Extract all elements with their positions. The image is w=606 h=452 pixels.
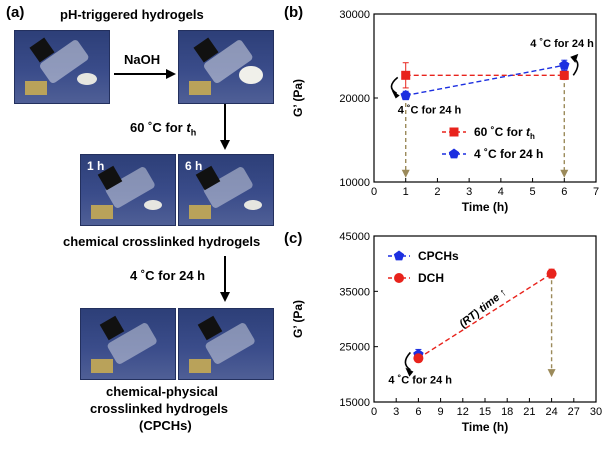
x-tick-label: 15 (479, 406, 491, 418)
chart-b: 0 1 2 3 4 5 6 7 10000 20000 30000 Time (h) G’ (Pa) 4 … (291, 9, 599, 214)
x-tick-label: 21 (523, 406, 535, 418)
vial-photo-1h: 1 h (80, 154, 176, 226)
caption-cpch-line1: chemical-physical (106, 384, 218, 399)
data-point (546, 268, 557, 279)
caption-cpch-line2: crosslinked hydrogels (90, 401, 228, 416)
x-tick-label: 9 (438, 406, 444, 418)
vial-photo-6h: 6 h (178, 154, 274, 226)
annotation-text: 4 ˚C for 24 h (398, 104, 462, 116)
x-tick-label: 12 (457, 406, 469, 418)
x-tick-label: 5 (530, 186, 536, 198)
vial-photo-naoh (178, 30, 274, 104)
data-point (413, 353, 424, 364)
guide-arrow-head (560, 169, 569, 178)
annotation-text: 4 ˚C for 24 h (388, 375, 452, 387)
step-heat-var: t (186, 120, 191, 135)
vial-photo-cool-1 (80, 308, 176, 380)
legend-label: 60 ˚C for th (474, 125, 535, 141)
panel-c-label: (c) (284, 230, 303, 247)
vial-drawing (189, 37, 263, 95)
series-line (405, 64, 565, 97)
annotation-text: 4 ˚C for 24 h (530, 38, 594, 50)
legend-marker (449, 127, 459, 137)
data-point (400, 90, 411, 100)
legend-marker (394, 273, 404, 283)
caption-cpch-line3: (CPCHs) (139, 418, 192, 433)
curved-arrow-icon (390, 76, 399, 95)
x-tick-label: 4 (498, 186, 504, 198)
y-tick-label: 25000 (339, 342, 370, 354)
arrow-down-icon (220, 256, 230, 302)
legend-label: DCH (418, 271, 444, 285)
step-heat-label: 60 ˚C for th (130, 120, 196, 138)
vial-drawing (189, 315, 255, 373)
x-axis-label: Time (h) (462, 420, 508, 434)
curved-arrow-icon-head (405, 367, 414, 377)
x-tick-label: 6 (415, 406, 421, 418)
x-tick-label: 7 (593, 186, 599, 198)
y-tick-label: 15000 (339, 397, 370, 409)
guide-arrow-head (401, 169, 410, 178)
data-point (559, 59, 570, 70)
curved-arrow-icon (404, 351, 411, 371)
vial-drawing (189, 165, 262, 219)
legend-label: 4 ˚C for 24 h (474, 147, 543, 161)
annotation-text: (RT) time ↑ (457, 286, 509, 330)
arrow-down-icon (220, 104, 230, 150)
x-tick-label: 0 (371, 406, 377, 418)
x-tick-label: 27 (568, 406, 580, 418)
vial-photo-cool-2 (178, 308, 274, 380)
series-line (418, 273, 552, 359)
data-point (559, 70, 569, 80)
photo-tag-1h: 1 h (87, 159, 105, 173)
y-tick-label: 35000 (339, 286, 370, 298)
curved-arrow-icon-head (391, 90, 400, 99)
step-cool-label: 4 ˚C for 24 h (130, 268, 206, 283)
photo-tag-6h: 6 h (185, 159, 203, 173)
x-tick-label: 2 (434, 186, 440, 198)
panel-a-label: (a) (6, 4, 25, 21)
y-tick-label: 45000 (339, 231, 370, 243)
x-tick-label: 30 (590, 406, 602, 418)
step-heat-prefix: 60 ˚C for (130, 120, 187, 135)
step-naoh-label: NaOH (124, 52, 161, 67)
y-axis-label: G’ (Pa) (291, 79, 305, 117)
x-tick-label: 0 (371, 186, 377, 198)
curved-arrow-icon-head (570, 53, 579, 63)
step-heat-sub: h (190, 127, 197, 138)
x-tick-label: 1 (403, 186, 409, 198)
y-tick-label: 10000 (339, 177, 370, 189)
x-tick-label: 3 (466, 186, 472, 198)
x-tick-label: 18 (501, 406, 513, 418)
data-point (401, 70, 411, 80)
vial-drawing (91, 315, 157, 373)
x-tick-label: 3 (393, 406, 399, 418)
y-axis-label: G’ (Pa) (291, 300, 305, 338)
panel-a-title: pH-triggered hydrogels (60, 7, 204, 22)
x-axis-label: Time (h) (462, 200, 508, 214)
legend-label: CPCHs (418, 249, 459, 263)
y-tick-label: 20000 (339, 93, 370, 105)
guide-arrow-head (547, 369, 556, 378)
vial-photo-initial (14, 30, 110, 104)
chart-c: 0 3 6 9 12 15 18 21 24 27 30 15000 25000 35000 45000 Ti… (291, 231, 602, 434)
arrow-right-icon (114, 69, 176, 79)
caption-chemical: chemical crosslinked hydrogels (63, 234, 261, 249)
legend-marker (393, 250, 405, 261)
legend-marker (448, 148, 460, 159)
vial-drawing (25, 37, 97, 95)
x-tick-label: 6 (561, 186, 567, 198)
panel-b-label: (b) (284, 4, 304, 21)
vial-drawing (91, 165, 162, 219)
x-tick-label: 24 (545, 406, 557, 418)
y-tick-label: 30000 (339, 9, 370, 21)
